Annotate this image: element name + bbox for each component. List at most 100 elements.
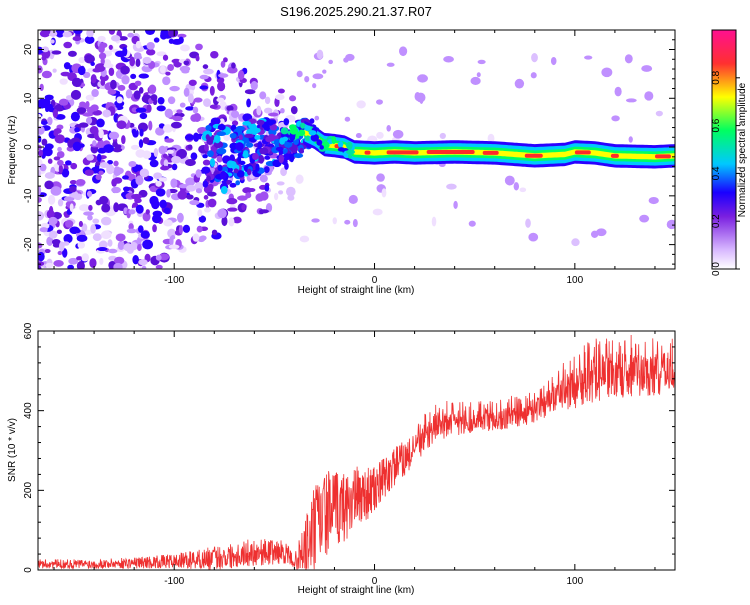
spectrogram-speckle [137,225,144,233]
ridge-hotspot [364,150,371,155]
ridge-hotspot [574,150,591,155]
spectrogram-speckle [112,147,123,153]
spectrogram-speckle [63,196,75,202]
spectrogram-speckle [83,211,94,216]
spectrogram-speckle [203,98,212,107]
ridge-blob [346,149,356,155]
spectrogram-y-tick-label: 10 [23,92,34,104]
spectrogram-speckle [76,261,85,269]
spectrogram-speckle [193,113,202,122]
spectrogram-speckle [76,256,83,261]
spectrogram-speckle [150,94,158,102]
spectrogram-speckle [312,73,324,80]
spectrogram-speckle [97,139,105,150]
spectrogram-speckle [590,230,599,238]
spectrogram-speckle [386,62,395,67]
spectrogram-speckle [84,54,95,64]
spectrogram-blob [207,150,214,158]
spectrogram-speckle [259,174,268,183]
spectrogram-blob [236,170,245,178]
spectrogram-speckle [38,196,42,203]
spectrogram-speckle [50,39,55,44]
spectrogram-speckle [87,214,93,221]
spectrogram-blob [257,141,263,149]
spectrogram-speckle [77,65,86,76]
spectrogram-speckle [172,115,183,122]
spectrogram-speckle [216,155,223,163]
spectrogram-blob [226,179,231,185]
spectrogram-speckle [217,208,227,219]
spectrogram-speckle [107,248,118,254]
spectrogram-speckle [114,256,125,265]
spectrogram-speckle [70,111,80,122]
spectrogram-speckle [118,36,128,41]
spectrogram-speckle [144,30,156,36]
spectrogram-speckle [639,214,650,223]
spectrogram-speckle [392,129,404,139]
spectrogram-blob [293,153,304,159]
spectrogram-speckle [72,228,81,234]
spectrogram-speckle [231,62,236,69]
spectrogram-speckle [108,131,120,140]
spectrogram-speckle [190,152,198,161]
spectrogram-speckle [176,148,188,159]
spectrogram-speckle [216,97,225,103]
spectrogram-speckle [99,195,109,205]
colorbar-tick-label: 0.0 [711,262,722,276]
spectrogram-speckle [96,153,102,163]
spectrogram-speckle [55,114,66,120]
spectrogram-speckle [90,61,95,67]
spectrogram-speckle [241,204,246,211]
spectrogram-speckle [63,62,71,70]
spectrogram-speckle [51,50,62,55]
spectrogram-speckle [53,260,64,267]
spectrogram-speckle [67,264,75,269]
spectrogram-speckle [130,144,140,150]
colorbar-tick-label: 0.6 [711,118,722,132]
spectrogram-blob [204,143,209,152]
spectrogram-speckle [158,145,167,155]
spectrogram-speckle [62,248,68,258]
spectrogram-speckle [210,50,219,59]
spectrogram-speckle [148,120,153,131]
spectrogram-speckle [312,83,317,89]
spectrogram-speckle [135,107,147,113]
spectrogram-speckle [135,58,141,68]
spectrogram-speckle [131,128,137,135]
spectrogram-speckle [145,209,150,215]
spectrogram-speckle [69,203,74,212]
spectrogram-speckle [163,219,173,227]
spectrogram-speckle [48,230,58,239]
colorbar-gradient [711,29,737,270]
spectrogram-x-label: Height of straight line (km) [298,285,415,296]
ridge-blob [337,141,344,148]
spectrogram-speckle [289,95,297,102]
spectrogram-speckle [69,185,77,193]
ridge-blob [304,125,311,132]
spectrogram-speckle [138,73,149,79]
spectrogram-speckle [135,40,142,49]
spectrogram-speckle [176,109,183,114]
spectrogram-speckle [155,188,166,197]
spectrogram-speckle [57,198,64,207]
spectrogram-speckle [113,177,123,184]
spectrogram-y-tick-label: 0 [23,144,34,150]
spectrogram-speckle [250,80,258,91]
spectrogram-y-tick-label: -20 [23,237,34,252]
spectrogram-speckle [655,110,663,117]
spectrogram-speckle [47,158,53,164]
spectrogram-speckle [128,209,136,215]
snr-ticks: -100 0 100 0 200 400 600 [23,322,675,587]
spectrogram-speckle [644,91,654,101]
chart-title: S196.2025.290.21.37.R07 [280,4,432,19]
spectrogram-speckle [132,164,143,173]
spectrogram-blob [237,155,242,163]
spectrogram-speckle [477,59,486,65]
spectrogram-speckle [107,159,113,165]
spectrogram-blob [216,147,227,155]
colorbar-tick-label: 0.4 [711,166,722,180]
spectrogram-blob [233,168,239,174]
spectrogram-speckle [138,139,144,148]
spectrogram-speckle [584,55,593,60]
spectrogram-speckle [277,88,285,94]
